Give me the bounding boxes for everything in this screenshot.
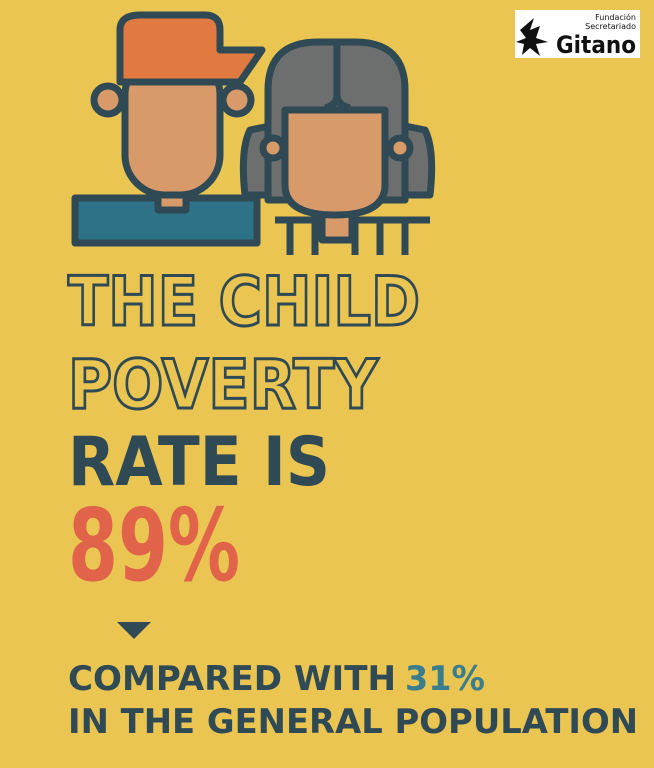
comparison-figure: 31% [405,659,485,699]
illustration [71,11,436,255]
arrow [117,622,151,639]
headline: POVERTY [68,346,379,425]
logo-text: Secretariado [585,22,636,31]
comparison-text: COMPARED WITH [68,659,396,699]
comparison-text: IN THE GENERAL POPULATION [68,702,638,742]
headline: THE CHILD [68,263,420,342]
headline: RATE IS [68,423,330,502]
headline-figure: 89% [68,487,240,604]
logo-name: Gitano [556,31,636,59]
logo: Fundación Secretariado Gitano [515,10,640,59]
logo-text: Fundación [595,12,636,22]
logo-icon [516,18,548,56]
